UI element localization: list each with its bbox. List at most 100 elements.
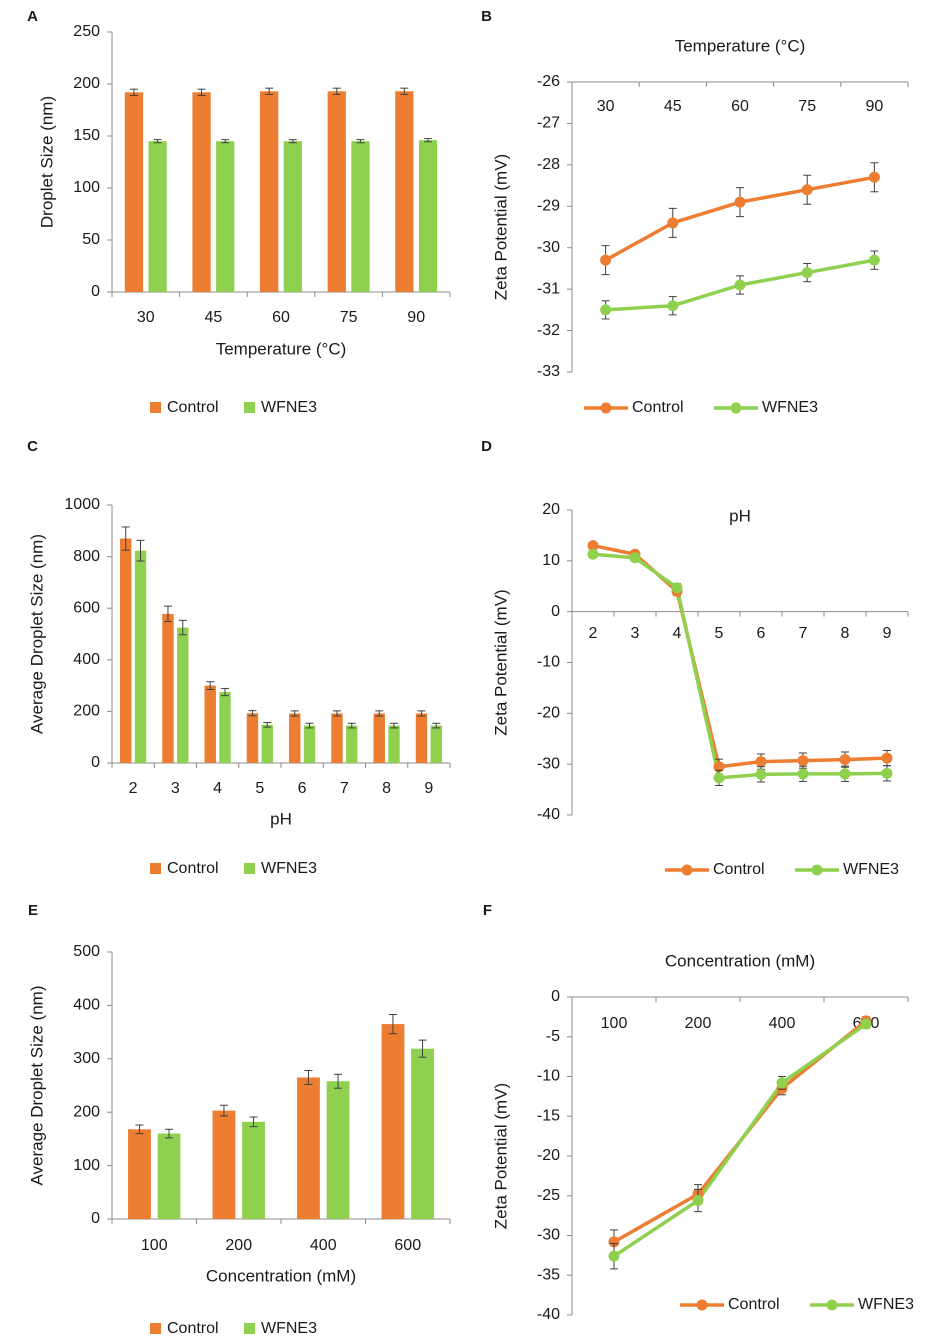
legend-swatch-wfne3 — [244, 1323, 255, 1334]
point-wfne3 — [692, 1195, 704, 1207]
y-tick-label: 300 — [73, 1050, 100, 1067]
x-tick-label: 30 — [137, 309, 155, 326]
bar-wfne3 — [134, 550, 147, 763]
legend-label: Control — [632, 399, 684, 416]
point-control — [868, 171, 880, 183]
y-tick-label: -5 — [546, 1028, 560, 1045]
y-tick-label: -28 — [537, 156, 560, 173]
y-tick-label: 10 — [542, 552, 560, 569]
y-tick-label: 50 — [82, 231, 100, 248]
legend-label: WFNE3 — [261, 399, 317, 416]
x-tick-label: 9 — [424, 780, 433, 797]
y-tick-label: -30 — [537, 239, 560, 256]
legend-marker-control — [681, 864, 693, 876]
x-tick-label: 45 — [205, 309, 223, 326]
legend: Control WFNE3 — [150, 860, 317, 877]
point-wfne3 — [600, 304, 612, 316]
x-tick-label: 4 — [673, 625, 682, 642]
y-tick-label: 600 — [73, 599, 100, 616]
panel-label: C — [27, 438, 38, 455]
point-wfne3 — [860, 1018, 872, 1030]
y-tick-label: 500 — [73, 943, 100, 960]
panel-label: B — [481, 8, 492, 25]
x-tick-label: 30 — [597, 98, 615, 115]
point-wfne3 — [734, 279, 746, 291]
y-tick-label: -30 — [537, 1227, 560, 1244]
y-axis-title: Average Droplet Size (nm) — [27, 986, 46, 1186]
point-control — [734, 196, 746, 208]
panel-e: E 0 100 200 300 400 500 Average Droplet Size (n… — [27, 902, 451, 1337]
bar-control — [120, 538, 132, 763]
y-tick-label: 0 — [91, 1210, 100, 1227]
y-tick-label: -29 — [537, 198, 560, 215]
chart-title: Concentration (mM) — [665, 951, 815, 970]
point-control — [797, 755, 809, 767]
x-tick-label: 90 — [866, 98, 884, 115]
bar-control — [128, 1129, 151, 1219]
panel-a: A 0 50 100 150 200 250 Droplet Size (nm) 30 45 60 7… — [27, 8, 451, 416]
legend-label: WFNE3 — [858, 1296, 914, 1313]
y-axis-title: Droplet Size (nm) — [37, 96, 56, 228]
x-tick-label: 90 — [407, 309, 425, 326]
point-wfne3 — [713, 772, 725, 784]
point-control — [608, 1236, 620, 1248]
point-wfne3 — [839, 768, 851, 780]
legend: Control WFNE3 — [665, 861, 899, 878]
series-line-control — [613, 1019, 868, 1244]
point-control — [881, 752, 893, 764]
series-line-control — [592, 543, 888, 769]
bar-control — [327, 91, 346, 292]
panel-c: C 0 200 400 600 800 1000 Average Droplet Size (… — [27, 438, 451, 877]
panel-label: A — [27, 8, 38, 25]
bar-wfne3 — [430, 725, 442, 763]
y-tick-label: -35 — [537, 1266, 560, 1283]
bar-control — [192, 92, 211, 292]
x-tick-label: 45 — [664, 98, 682, 115]
x-tick-label: 600 — [394, 1237, 421, 1254]
y-tick-label: 1000 — [64, 496, 100, 513]
point-wfne3 — [667, 300, 679, 312]
point-control — [755, 756, 767, 768]
bar-wfne3 — [388, 725, 400, 763]
y-tick-label: 0 — [551, 988, 560, 1005]
x-tick-label: 2 — [129, 780, 138, 797]
legend-swatch-control — [150, 1323, 161, 1334]
x-tick-label: 200 — [685, 1015, 712, 1032]
x-axis-title: pH — [270, 809, 292, 828]
bar-control — [246, 713, 259, 763]
bar-wfne3 — [303, 725, 316, 763]
point-wfne3 — [797, 768, 809, 780]
bar-wfne3 — [351, 141, 370, 292]
y-tick-label: 200 — [73, 75, 100, 92]
x-tick-label: 75 — [798, 98, 816, 115]
y-tick-label: -20 — [537, 1147, 560, 1164]
x-tick-label: 7 — [799, 625, 808, 642]
x-tick-label: 6 — [757, 625, 766, 642]
point-wfne3 — [608, 1250, 620, 1262]
y-tick-label: -25 — [537, 1187, 560, 1204]
x-tick-label: 9 — [883, 625, 892, 642]
panel-b: B -26 -27 -28 -29 -30 -31 -32 -33 Zeta Potential … — [481, 8, 909, 416]
point-control — [667, 217, 679, 229]
legend-label: WFNE3 — [261, 1320, 317, 1337]
legend-marker-wfne3 — [811, 864, 823, 876]
bar-wfne3 — [242, 1121, 265, 1219]
bar-wfne3 — [418, 140, 438, 292]
point-wfne3 — [776, 1077, 788, 1089]
legend: Control WFNE3 — [150, 1320, 317, 1337]
y-tick-label: -30 — [537, 755, 560, 772]
y-tick-label: 100 — [73, 179, 100, 196]
y-tick-label: 20 — [542, 501, 560, 518]
bar-wfne3 — [283, 141, 302, 292]
bar-control — [260, 91, 279, 292]
bar-control — [373, 713, 385, 763]
y-tick-label: 0 — [91, 283, 100, 300]
bar-wfne3 — [148, 141, 167, 292]
bar-wfne3 — [326, 1081, 350, 1219]
x-tick-label: 6 — [298, 780, 307, 797]
legend-label: WFNE3 — [843, 861, 899, 878]
x-tick-label: 75 — [340, 309, 358, 326]
series-line-wfne3 — [592, 552, 888, 780]
y-tick-label: 150 — [73, 127, 100, 144]
legend-marker-wfne3 — [730, 402, 742, 414]
